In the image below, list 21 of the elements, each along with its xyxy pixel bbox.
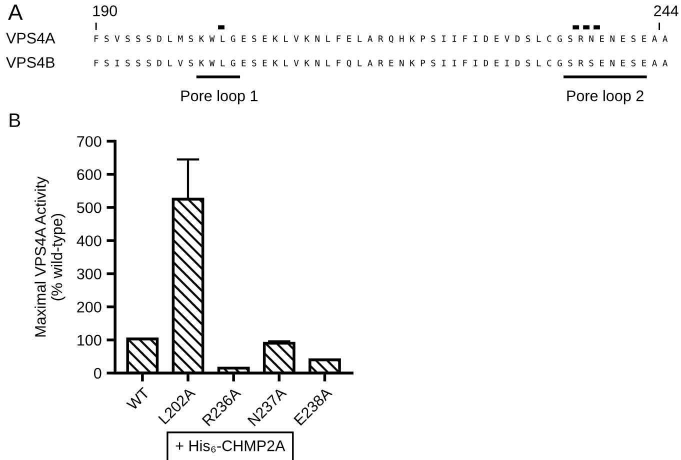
text: + His₆-CHMP2A <box>176 440 286 452</box>
y-tick-label: 500 <box>77 202 102 214</box>
x-tick-label: WT <box>126 386 150 411</box>
y-tick-label: 400 <box>76 235 102 246</box>
text: F S V S S S D L M S K W L G E S E K L V K N L F E L A R Q H K P S I I F I D E V D S L C G S R N E N E S E A A <box>94 35 668 44</box>
text: 190 <box>93 5 117 16</box>
text: 244 <box>654 5 678 16</box>
text: VPS4B <box>6 57 54 68</box>
text: A <box>8 4 23 20</box>
text: VPS4A <box>6 32 56 44</box>
y-tick-label: 700 <box>77 136 102 147</box>
y-tick-label: 200 <box>77 302 102 313</box>
text: Pore loop 2 <box>567 90 644 104</box>
y-tick-label: 300 <box>76 268 102 280</box>
y-tick-label: 600 <box>77 169 102 180</box>
y-axis-title: Maximal VPS4A Activity (% wild-type) <box>34 176 66 337</box>
text: Pore loop 1 <box>181 90 258 104</box>
y-tick-label: 100 <box>78 334 102 346</box>
text: B <box>10 114 20 127</box>
y-tick-label: 0 <box>94 368 102 379</box>
text: F S I S S S D L V S K W L G E S E K L V K N L F Q L A R E N K P S I I F I D E I D S L C G S R S E N E S E A A <box>94 60 668 68</box>
